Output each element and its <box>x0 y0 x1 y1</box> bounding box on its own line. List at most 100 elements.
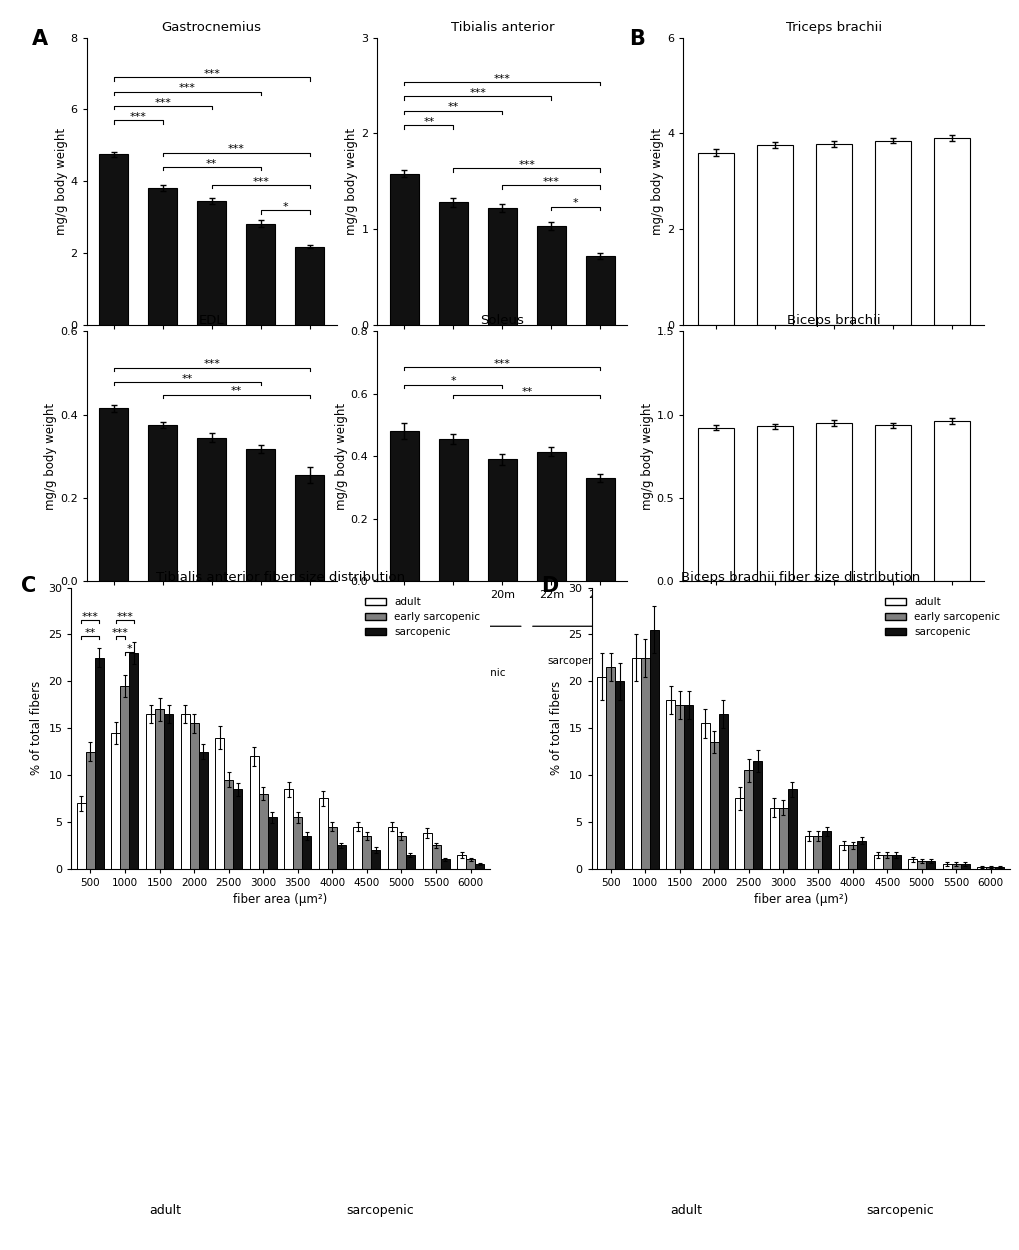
Text: adult: adult <box>100 656 127 666</box>
Text: ***: *** <box>154 98 171 107</box>
Bar <box>284 789 293 869</box>
Bar <box>389 174 419 325</box>
Text: adult: adult <box>669 1205 701 1218</box>
Bar <box>327 826 336 869</box>
Bar <box>475 864 484 869</box>
Bar <box>233 789 242 869</box>
Bar <box>769 808 779 869</box>
Title: Soleus: Soleus <box>480 314 524 328</box>
Bar <box>293 818 302 869</box>
Bar <box>976 867 985 869</box>
Bar <box>756 426 792 581</box>
Bar <box>129 652 139 869</box>
Text: **: ** <box>423 116 434 126</box>
Bar <box>614 681 624 869</box>
Text: D: D <box>541 576 558 596</box>
Text: **: ** <box>230 386 242 396</box>
Bar <box>813 836 821 869</box>
Text: ***: *** <box>178 84 196 94</box>
Title: Biceps brachii fiber size distribution: Biceps brachii fiber size distribution <box>681 570 919 584</box>
Bar <box>259 794 267 869</box>
Bar <box>99 154 128 325</box>
Bar <box>697 428 733 581</box>
Bar <box>916 861 925 869</box>
Text: ***: *** <box>203 69 220 79</box>
Text: ***: *** <box>493 74 511 84</box>
Text: early
sarcopenic: early sarcopenic <box>159 411 215 432</box>
Text: adult: adult <box>702 411 729 421</box>
Bar <box>709 742 718 869</box>
Bar <box>466 860 475 869</box>
Bar <box>756 145 792 325</box>
Text: ***: *** <box>203 359 220 369</box>
Bar <box>933 421 969 581</box>
Bar <box>319 799 327 869</box>
Bar <box>197 438 226 581</box>
Bar <box>779 808 787 869</box>
Bar <box>675 705 684 869</box>
Bar <box>995 867 1004 869</box>
Bar <box>804 836 813 869</box>
Text: ***: *** <box>82 611 99 621</box>
Text: ***: *** <box>112 628 128 638</box>
Bar <box>487 459 517 581</box>
Text: ***: *** <box>116 611 133 621</box>
Bar <box>250 756 259 869</box>
Text: sarcopenic: sarcopenic <box>345 1205 414 1218</box>
Text: **: ** <box>521 388 532 398</box>
Bar <box>440 860 449 869</box>
Bar <box>631 658 640 869</box>
Bar <box>907 860 916 869</box>
Text: adult: adult <box>390 411 418 421</box>
Y-axis label: mg/g body weight: mg/g body weight <box>345 127 358 235</box>
Bar <box>856 840 865 869</box>
Text: sarcopenic: sarcopenic <box>257 656 313 666</box>
Bar <box>985 867 995 869</box>
Bar <box>396 836 406 869</box>
Y-axis label: mg/g body weight: mg/g body weight <box>44 402 57 510</box>
Text: *: * <box>126 644 132 654</box>
Text: ***: *** <box>518 160 535 170</box>
Bar <box>942 864 951 869</box>
Bar <box>933 138 969 325</box>
Bar <box>406 855 415 869</box>
Bar <box>839 845 847 869</box>
Bar <box>148 188 177 325</box>
Text: **: ** <box>447 102 459 112</box>
Text: adult: adult <box>150 1205 181 1218</box>
Bar <box>146 714 155 869</box>
Bar <box>881 855 891 869</box>
Bar <box>735 799 744 869</box>
Bar <box>744 770 753 869</box>
Bar <box>891 855 900 869</box>
Bar <box>431 845 440 869</box>
Bar <box>874 425 910 581</box>
X-axis label: fiber area (μm²): fiber area (μm²) <box>753 894 847 906</box>
Bar <box>267 818 276 869</box>
Bar <box>148 425 177 581</box>
Bar <box>199 751 208 869</box>
Legend: adult, early sarcopenic, sarcopenic: adult, early sarcopenic, sarcopenic <box>361 592 484 641</box>
Text: early
sarcopenic: early sarcopenic <box>775 411 832 432</box>
Text: ***: *** <box>469 88 486 98</box>
Bar <box>815 144 851 325</box>
Text: **: ** <box>206 159 217 169</box>
Text: sarcopenic: sarcopenic <box>257 411 313 421</box>
Bar <box>246 449 275 581</box>
Text: adult: adult <box>390 656 418 666</box>
Bar <box>787 789 796 869</box>
Text: sarcopenic: sarcopenic <box>547 411 603 421</box>
Text: ***: *** <box>542 177 559 187</box>
Bar <box>180 714 190 869</box>
Bar <box>294 475 324 581</box>
Bar <box>371 850 380 869</box>
Bar <box>596 676 605 869</box>
Text: early
sarcopenic: early sarcopenic <box>449 411 505 432</box>
Bar <box>605 668 614 869</box>
Bar <box>95 658 104 869</box>
Text: adult: adult <box>100 411 127 421</box>
Bar <box>753 761 761 869</box>
Bar <box>197 201 226 325</box>
Bar <box>821 831 830 869</box>
Title: Tibialis anterior: Tibialis anterior <box>450 20 553 34</box>
